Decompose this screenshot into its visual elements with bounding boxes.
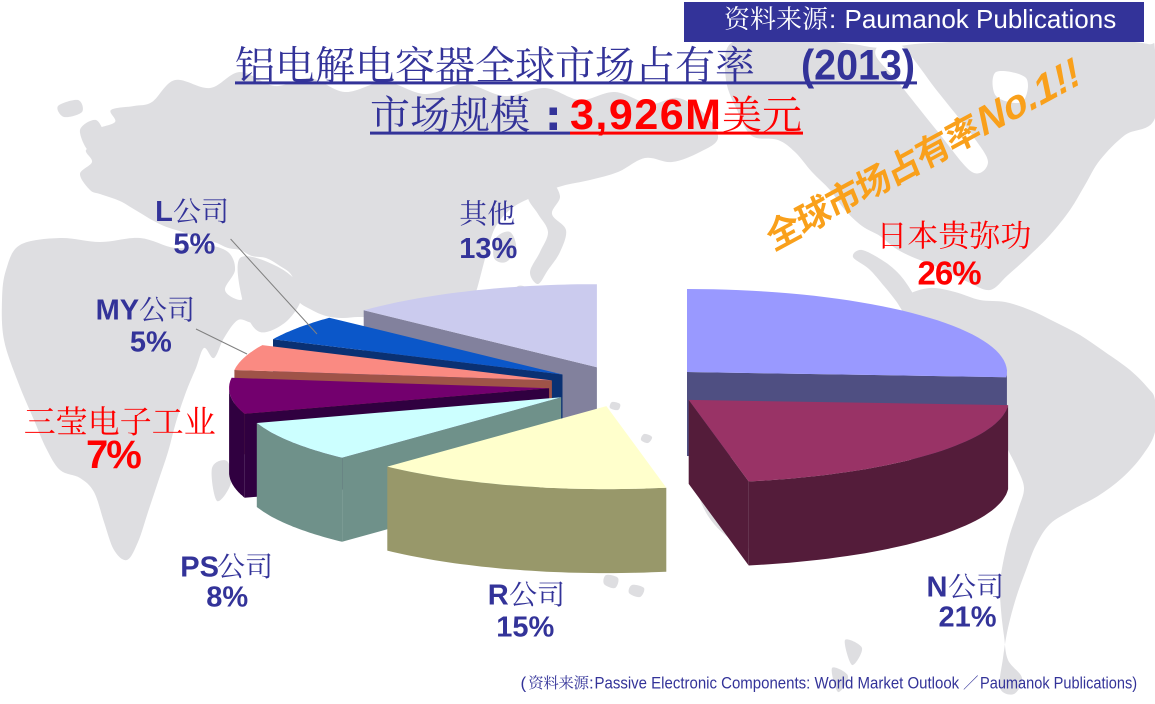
svg-text:3,926M: 3,926M bbox=[570, 91, 721, 139]
svg-text:5%: 5% bbox=[130, 327, 172, 359]
svg-text:R: R bbox=[488, 579, 509, 611]
svg-text:7%: 7% bbox=[86, 433, 141, 477]
svg-text:PS: PS bbox=[180, 551, 219, 583]
svg-text:L: L bbox=[155, 196, 173, 228]
svg-text:13%: 13% bbox=[459, 233, 517, 265]
svg-text::: : bbox=[829, 4, 836, 34]
svg-text:Paumanok Publications): Paumanok Publications) bbox=[980, 674, 1137, 692]
svg-text:Passive Electronic Components:: Passive Electronic Components: World Mar… bbox=[595, 673, 961, 692]
svg-text:5%: 5% bbox=[173, 228, 215, 260]
svg-text:Paumanok Publications: Paumanok Publications bbox=[845, 4, 1117, 34]
svg-text:MY: MY bbox=[96, 295, 140, 327]
svg-text:N: N bbox=[927, 572, 948, 604]
svg-text:8%: 8% bbox=[206, 582, 248, 614]
svg-text:15%: 15% bbox=[496, 612, 554, 644]
svg-text::: : bbox=[589, 673, 594, 692]
svg-text:(: ( bbox=[521, 673, 527, 692]
svg-text:21%: 21% bbox=[939, 602, 997, 634]
svg-text:26%: 26% bbox=[918, 255, 982, 292]
